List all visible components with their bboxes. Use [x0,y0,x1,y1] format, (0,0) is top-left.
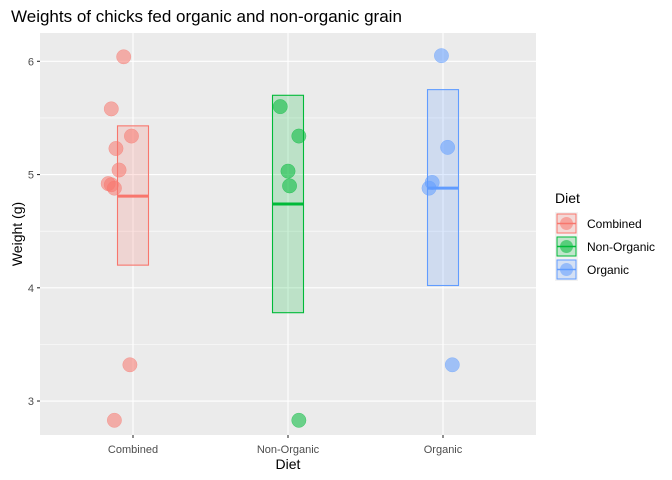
data-point [122,357,138,373]
legend: Diet Combined Non-Organic Organic [555,190,655,281]
data-point [103,101,119,117]
data-point [424,175,440,190]
chart-title: Weights of chicks fed organic and non-or… [11,7,402,26]
legend-label: Organic [587,263,629,277]
data-point [111,162,127,178]
y-tick-label: 4 [28,283,34,295]
data-point [440,139,456,155]
data-point [291,412,307,428]
data-point [444,357,460,373]
legend-title: Diet [555,190,580,206]
y-tick-label: 5 [28,170,34,182]
x-axis: Combined Non-Organic Organic [108,435,463,456]
data-point [106,180,122,196]
y-axis-title: Weight (g) [9,202,25,266]
y-axis: 3 4 5 6 [28,56,40,408]
legend-label: Combined [587,217,642,231]
legend-entry: Combined [555,212,642,235]
legend-label: Non-Organic [587,240,655,254]
x-tick-label: Combined [108,444,158,456]
x-tick-label: Non-Organic [257,444,320,456]
data-points [100,48,460,428]
data-point [124,128,139,144]
data-point [280,163,296,179]
legend-entries: Combined Non-Organic Organic [555,212,655,281]
y-tick-label: 3 [28,396,34,408]
data-point [291,128,307,144]
x-axis-title: Diet [276,456,301,472]
legend-key-point [560,240,573,253]
legend-entry: Non-Organic [555,235,655,258]
legend-key-point [560,217,573,230]
data-point [108,141,124,156]
data-point [106,412,122,428]
legend-entry: Organic [555,258,629,281]
data-point [116,49,132,65]
legend-key-point [560,263,573,276]
data-point [272,99,288,115]
y-tick-label: 6 [28,56,34,68]
x-tick-label: Organic [424,444,463,456]
data-point [282,178,297,194]
data-point [434,48,449,64]
